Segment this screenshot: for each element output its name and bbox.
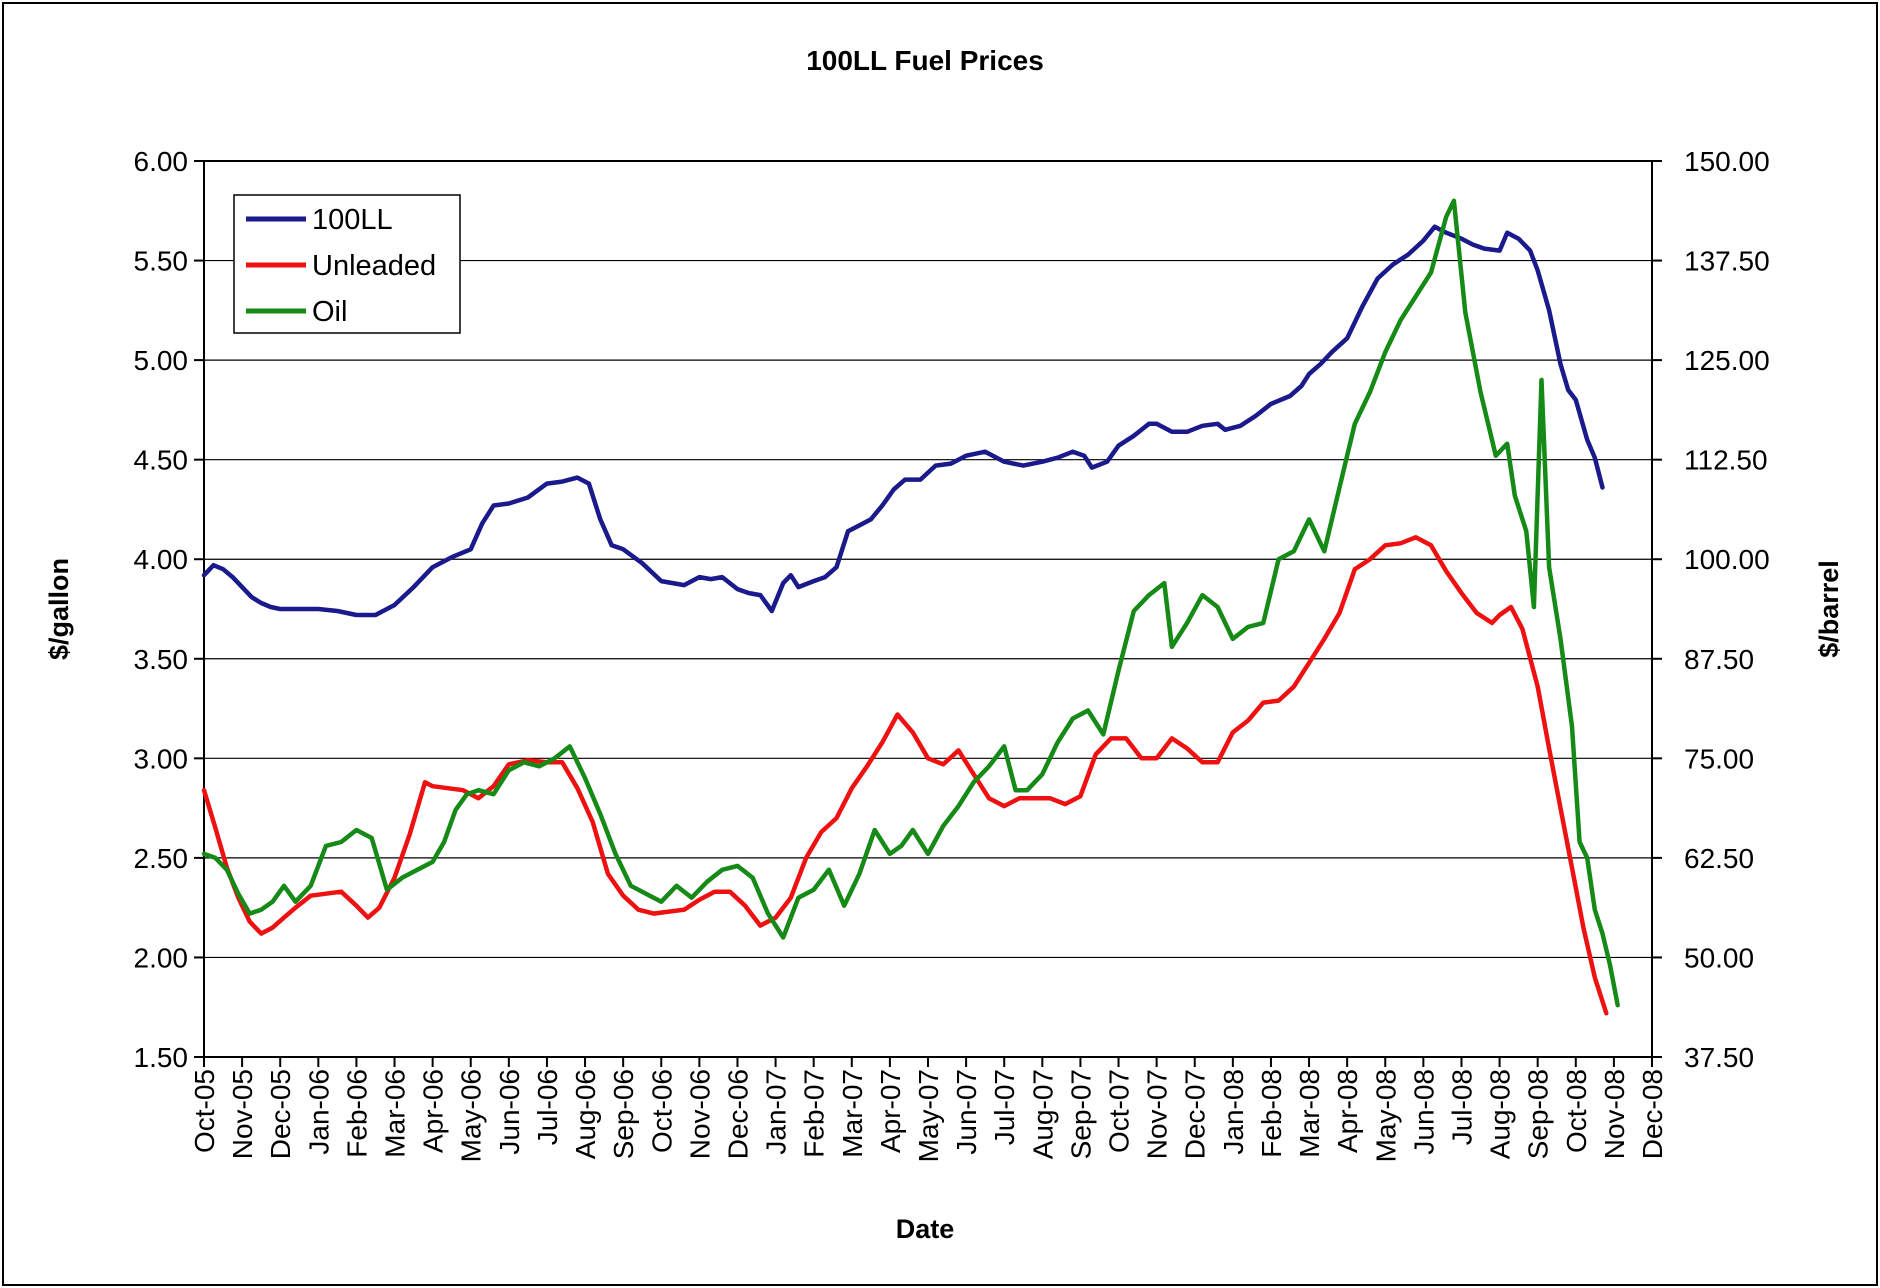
x-tick-label: Dec-05 <box>265 1069 296 1159</box>
x-tick-label: May-07 <box>913 1069 944 1162</box>
x-tick-label: Apr-07 <box>875 1069 906 1153</box>
x-tick-label: Nov-08 <box>1599 1069 1630 1159</box>
x-tick-label: Aug-07 <box>1027 1069 1058 1159</box>
x-tick-label: Nov-07 <box>1142 1069 1173 1159</box>
x-tick-label: Apr-08 <box>1332 1069 1363 1153</box>
y2-tick-label: 137.50 <box>1684 246 1770 277</box>
x-axis-title: Date <box>896 1214 955 1244</box>
y-tick-label: 1.50 <box>134 1042 189 1073</box>
y-tick-label: 5.00 <box>134 345 189 376</box>
y-tick-label: 4.00 <box>134 544 189 575</box>
y-tick-label: 6.00 <box>134 146 189 177</box>
x-tick-label: Jun-08 <box>1408 1069 1439 1155</box>
y2-tick-label: 112.50 <box>1684 445 1768 476</box>
series-layer <box>201 198 1620 1016</box>
x-tick-label: Dec-06 <box>722 1069 753 1159</box>
y2-tick-label: 87.50 <box>1684 644 1754 675</box>
x-tick-label: Dec-07 <box>1180 1069 1211 1159</box>
y-tick-label: 4.50 <box>134 445 189 476</box>
x-tick-label: Mar-08 <box>1294 1069 1325 1158</box>
y2-tick-label: 62.50 <box>1684 843 1754 874</box>
x-tick-label: May-08 <box>1370 1069 1401 1162</box>
x-tick-label: Jul-08 <box>1446 1069 1477 1145</box>
legend-label: Unleaded <box>312 250 436 282</box>
right-axis: 37.50 50.00 62.50 75.00 87.50 100.00 112.50 125… <box>1652 146 1770 1073</box>
x-tick-label: Oct-07 <box>1104 1069 1135 1153</box>
left-axis: 1.50 2.00 2.50 3.00 3.50 4.00 4.50 5.00 5.50 6.00 <box>134 146 204 1073</box>
y2-tick-label: 37.50 <box>1684 1042 1754 1073</box>
x-tick-label: Jul-07 <box>989 1069 1020 1145</box>
x-tick-label: Nov-06 <box>684 1069 715 1159</box>
x-tick-label: Oct-08 <box>1561 1069 1592 1153</box>
x-tick-label: Aug-06 <box>570 1069 601 1159</box>
y2-tick-label: 75.00 <box>1684 743 1754 774</box>
x-tick-label: Jan-07 <box>761 1069 792 1155</box>
x-tick-label: Jun-06 <box>494 1069 525 1155</box>
x-tick-label: Sep-08 <box>1523 1069 1554 1159</box>
x-tick-label: Mar-07 <box>837 1069 868 1158</box>
series-line-100ll <box>201 224 1605 618</box>
y-tick-label: 3.00 <box>134 743 189 774</box>
y-tick-label: 2.00 <box>134 942 189 973</box>
x-tick-label: Nov-05 <box>227 1069 258 1159</box>
x-tick-label: Jan-06 <box>303 1069 334 1155</box>
y2-tick-label: 100.00 <box>1684 544 1770 575</box>
y-tick-label: 3.50 <box>134 644 189 675</box>
y-axis-title: $/gallon <box>44 558 74 660</box>
legend: 100LL Unleaded Oil <box>233 194 461 334</box>
y2-tick-label: 150.00 <box>1684 146 1770 177</box>
y-tick-label: 2.50 <box>134 843 189 874</box>
chart-title: 100LL Fuel Prices <box>806 45 1044 76</box>
x-tick-label: Oct-05 <box>189 1069 220 1153</box>
y-tick-label: 5.50 <box>134 246 189 277</box>
x-tick-label: Sep-07 <box>1065 1069 1096 1159</box>
y2-tick-label: 125.00 <box>1684 345 1770 376</box>
x-tick-label: Jun-07 <box>951 1069 982 1155</box>
x-tick-label: Feb-08 <box>1256 1069 1287 1158</box>
x-tick-label: Dec-08 <box>1637 1069 1668 1159</box>
x-axis: Oct-05 Nov-05 Dec-05 Jan-06 Feb-06 Mar-06 Apr-… <box>189 1057 1668 1162</box>
series-line-unleaded <box>201 535 1609 1016</box>
x-tick-label: Jul-06 <box>532 1069 563 1145</box>
x-tick-label: Feb-06 <box>341 1069 372 1158</box>
x-tick-label: Jan-08 <box>1218 1069 1249 1155</box>
y2-tick-label: 50.00 <box>1684 942 1754 973</box>
legend-label: 100LL <box>312 204 393 236</box>
x-tick-label: Mar-06 <box>380 1069 411 1158</box>
legend-label: Oil <box>312 296 347 328</box>
x-tick-label: Oct-06 <box>646 1069 677 1153</box>
x-tick-label: Sep-06 <box>608 1069 639 1159</box>
x-tick-label: Aug-08 <box>1485 1069 1516 1159</box>
series-line-oil <box>201 198 1620 1008</box>
y2-axis-title: $/barrel <box>1814 560 1844 658</box>
x-tick-label: May-06 <box>456 1069 487 1162</box>
x-tick-label: Feb-07 <box>799 1069 830 1158</box>
x-tick-label: Apr-06 <box>418 1069 449 1153</box>
